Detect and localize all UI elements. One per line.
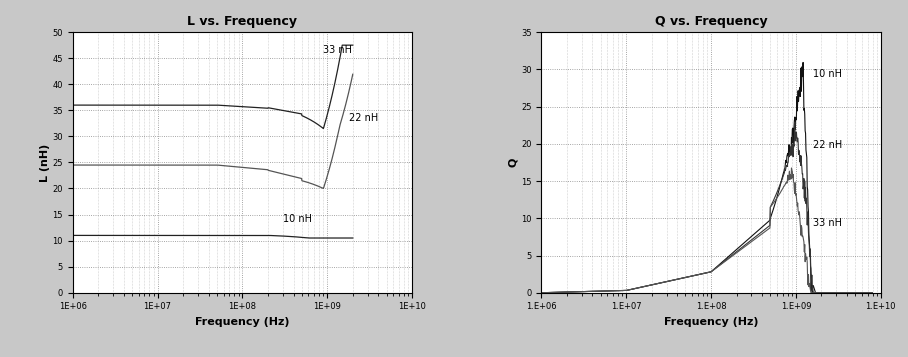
Text: 22 nH: 22 nH [814, 140, 843, 150]
Text: 22 nH: 22 nH [349, 113, 379, 123]
Text: 10 nH: 10 nH [283, 214, 312, 225]
Text: 10 nH: 10 nH [814, 69, 843, 79]
Text: 33 nH: 33 nH [323, 45, 352, 55]
Title: L vs. Frequency: L vs. Frequency [187, 15, 298, 28]
X-axis label: Frequency (Hz): Frequency (Hz) [195, 317, 290, 327]
Y-axis label: L (nH): L (nH) [40, 143, 50, 182]
Y-axis label: Q: Q [508, 158, 518, 167]
Text: 33 nH: 33 nH [814, 218, 843, 228]
X-axis label: Frequency (Hz): Frequency (Hz) [664, 317, 758, 327]
Title: Q vs. Frequency: Q vs. Frequency [655, 15, 767, 28]
